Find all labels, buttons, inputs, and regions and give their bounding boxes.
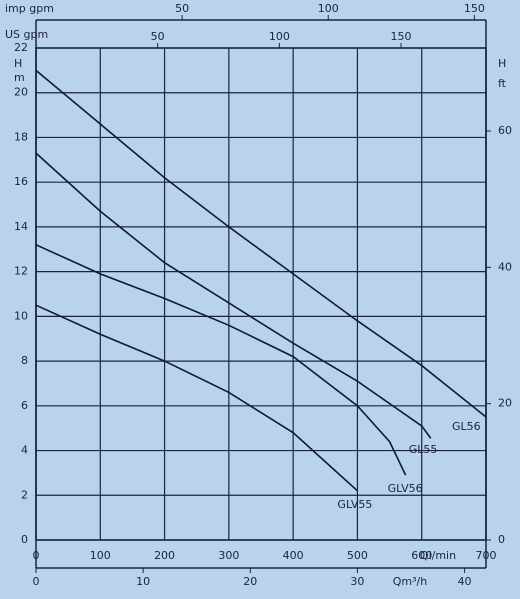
- top-tick-label: 150: [464, 2, 485, 15]
- y-tick-label: 22: [14, 41, 28, 54]
- bottom-tick-label: 30: [350, 575, 364, 588]
- bottom-tick-label: 20: [243, 575, 257, 588]
- y-tick-label: 20: [14, 86, 28, 99]
- x-tick-label: 400: [283, 549, 304, 562]
- curve: [35, 244, 407, 476]
- y-tick-label: 6: [21, 399, 28, 412]
- y-tick-label: 10: [14, 309, 28, 322]
- y-tick-label: 12: [14, 265, 28, 278]
- y2-unit: ft: [498, 77, 507, 90]
- curve: [35, 69, 487, 418]
- curve-label: GL56: [452, 420, 481, 433]
- bottom-tick-label: 40: [458, 575, 472, 588]
- y-tick-label: 4: [21, 444, 28, 457]
- y-tick-label: 2: [21, 488, 28, 501]
- y-tick-label: 14: [14, 220, 28, 233]
- y2-tick-label: 20: [498, 397, 512, 410]
- y-tick-label: 0: [21, 533, 28, 546]
- y2-tick-label: 0: [498, 533, 505, 546]
- x-tick-label: 300: [218, 549, 239, 562]
- y-unit: m: [14, 71, 25, 84]
- top-tick-label: 100: [269, 30, 290, 43]
- y2-tick-label: 60: [498, 124, 512, 137]
- top-tick-label: 100: [318, 2, 339, 15]
- bottom-tick-label: 0: [33, 575, 40, 588]
- top-tick-label: 50: [151, 30, 165, 43]
- y2-label: H: [498, 57, 506, 70]
- curve-label: GL55: [409, 443, 438, 456]
- bottom-tick-label: 10: [136, 575, 150, 588]
- x-label: Ql/min: [420, 549, 456, 562]
- x-tick-label: 500: [347, 549, 368, 562]
- curve: [35, 152, 432, 439]
- x-tick-label: 700: [476, 549, 497, 562]
- x-tick-label: 200: [154, 549, 175, 562]
- x-tick-label: 600: [411, 549, 432, 562]
- bottom-axis-label: Qm³/h: [393, 575, 427, 588]
- top-axis-label: US gpm: [5, 28, 48, 41]
- y-tick-label: 16: [14, 175, 28, 188]
- curve-label: GLV55: [337, 498, 372, 511]
- x-tick-label: 100: [90, 549, 111, 562]
- top-axis-label: imp gpm: [5, 2, 54, 15]
- curve-label: GLV56: [388, 482, 423, 495]
- y-tick-label: 18: [14, 130, 28, 143]
- y-tick-label: 8: [21, 354, 28, 367]
- plot-frame: [35, 47, 487, 541]
- top-tick-label: 150: [391, 30, 412, 43]
- y-label: H: [14, 57, 22, 70]
- x-tick-label: 0: [33, 549, 40, 562]
- curve: [35, 304, 358, 492]
- y2-tick-label: 40: [498, 260, 512, 273]
- top-tick-label: 50: [175, 2, 189, 15]
